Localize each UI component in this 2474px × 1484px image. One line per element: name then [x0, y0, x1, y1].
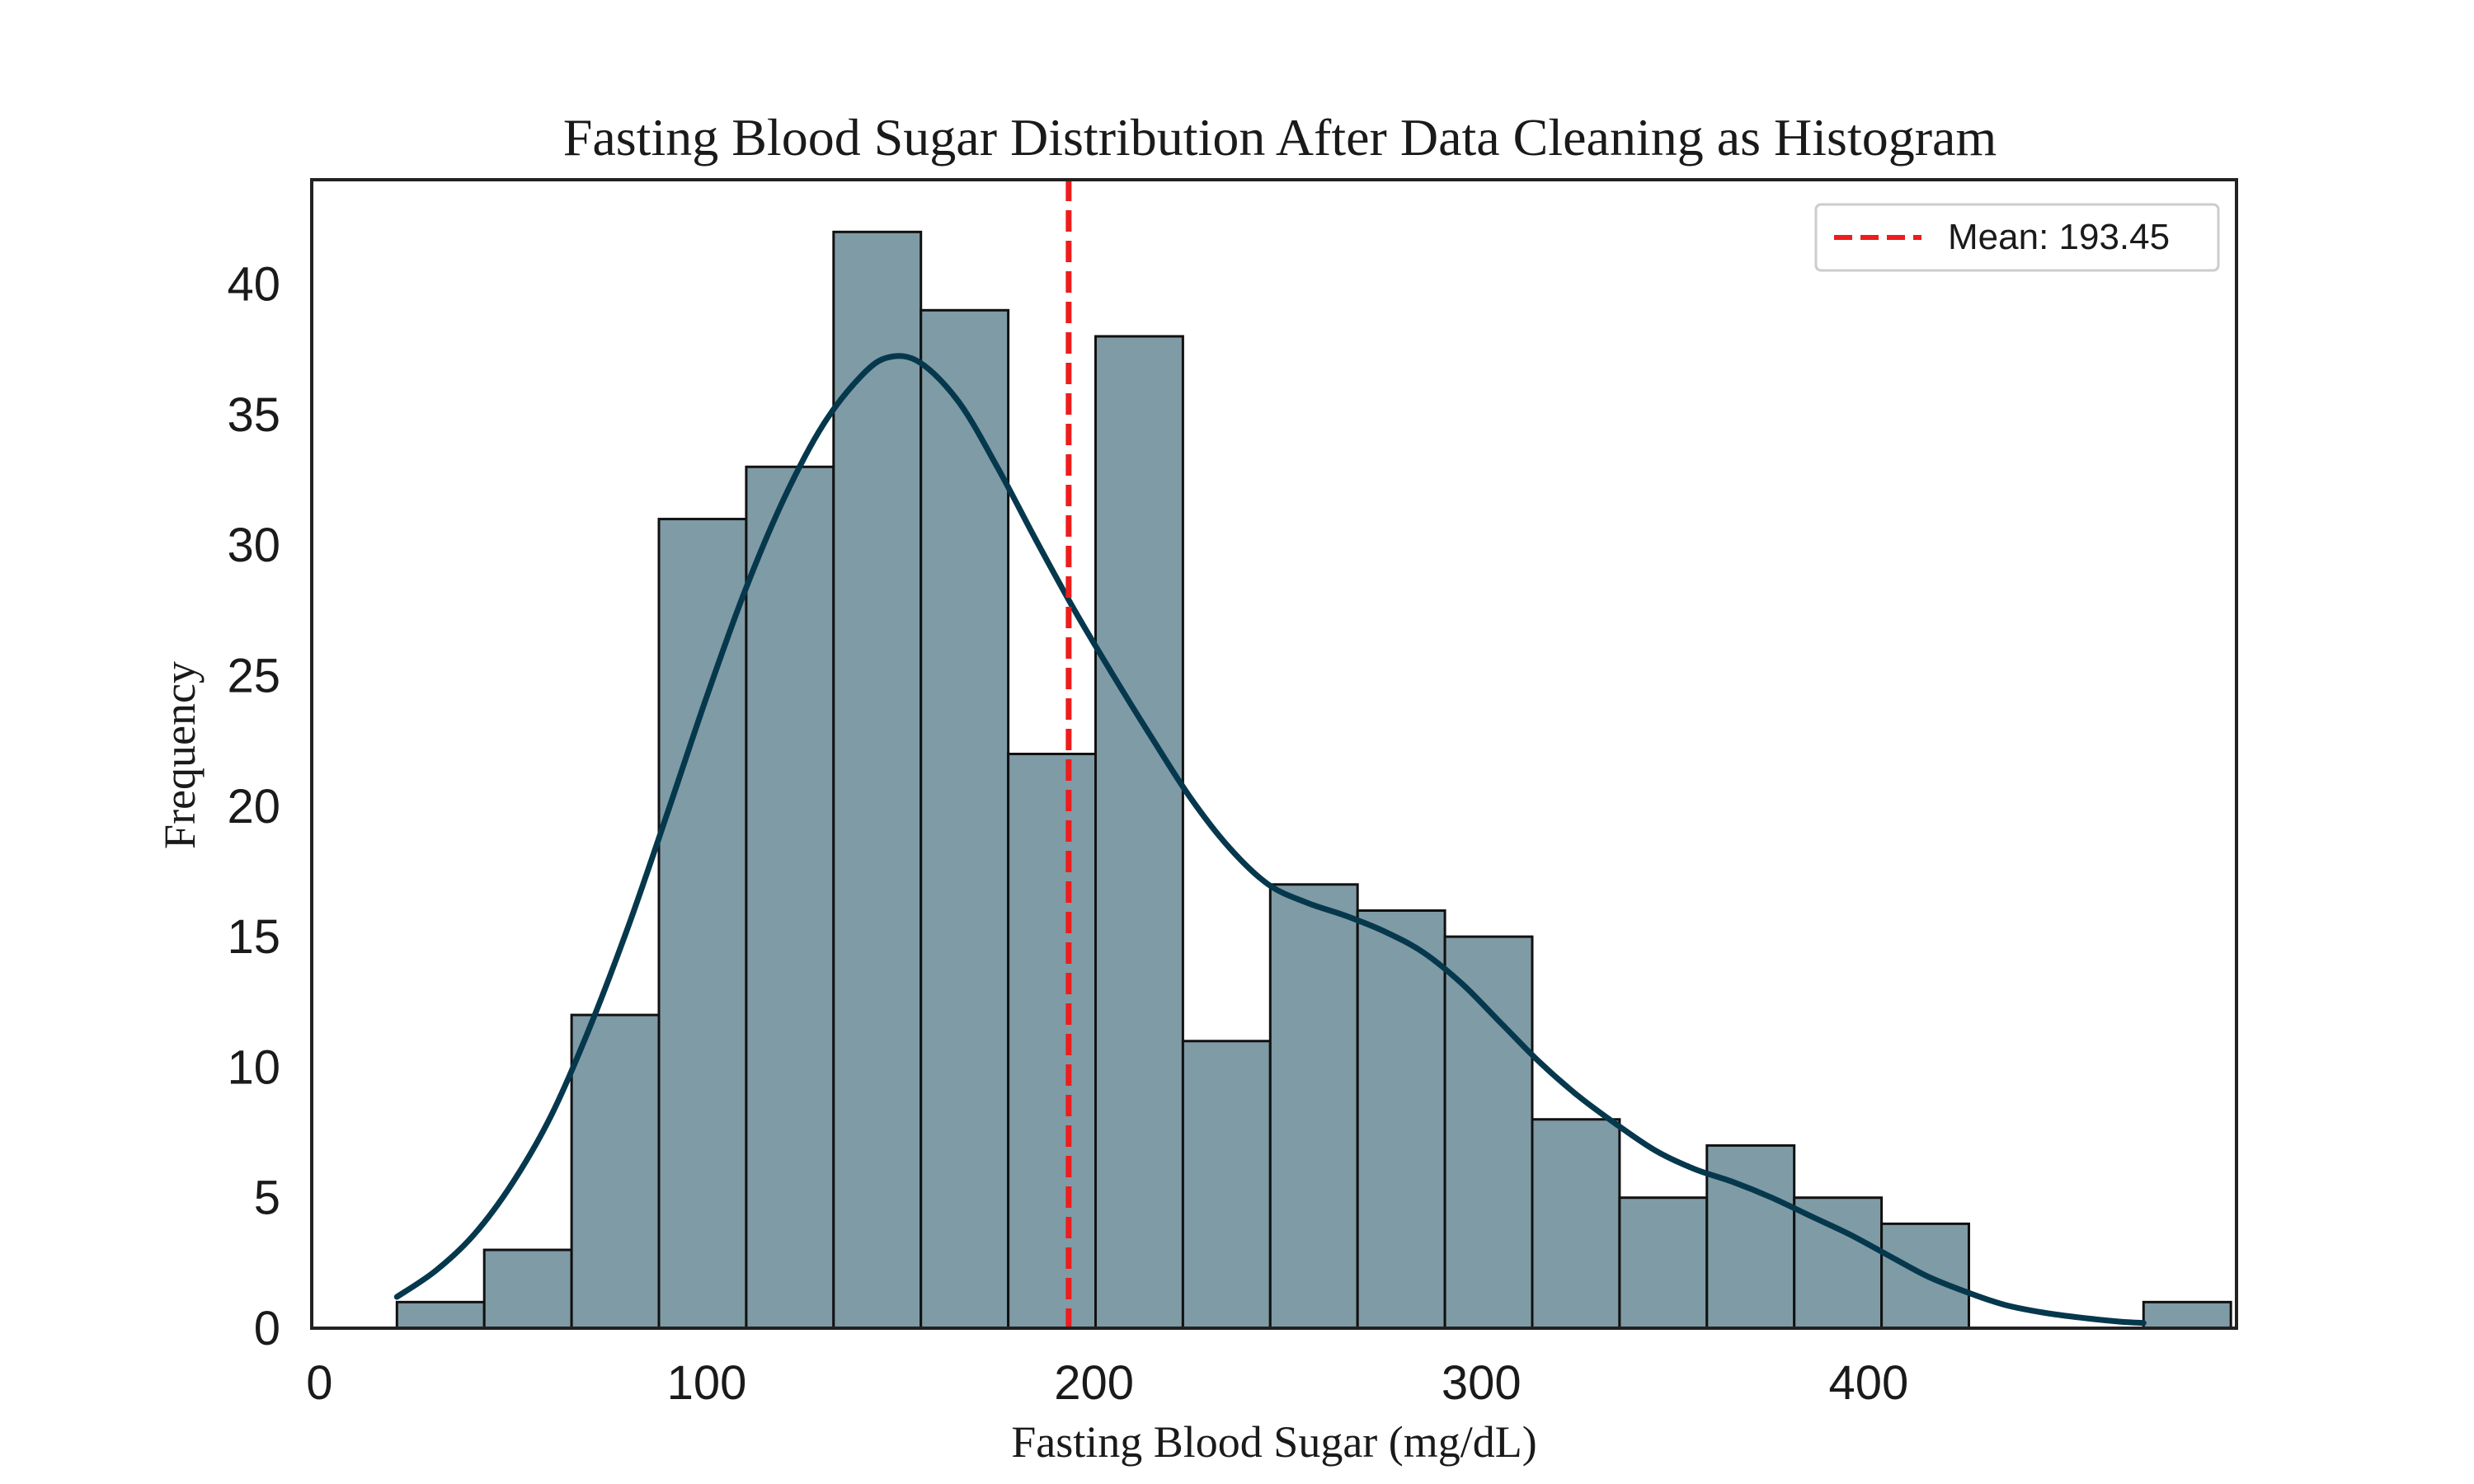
y-tick-label: 25 [227, 650, 280, 703]
y-tick-label: 0 [254, 1302, 280, 1355]
histogram-bar [1094, 335, 1184, 1330]
plot-frame [310, 178, 2238, 1330]
legend-box [1814, 203, 2220, 272]
x-tick-label: 400 [1828, 1356, 1908, 1410]
y-tick-label: 30 [227, 519, 280, 572]
histogram-bar [1007, 753, 1098, 1330]
histogram-bar [1356, 909, 1446, 1330]
y-tick-label: 40 [227, 258, 280, 312]
chart-title: Fasting Blood Sugar Distribution After D… [563, 108, 1997, 167]
x-axis-ticks: 0 100 200 300 400 [306, 1356, 1908, 1410]
histogram-bar [1181, 1040, 1272, 1330]
histogram-bar [1705, 1144, 1796, 1330]
histogram-bars [395, 230, 2232, 1330]
histogram-bar [570, 1013, 661, 1330]
legend: Mean: 193.45 [1814, 203, 2220, 272]
y-axis-label: Frequency [155, 661, 205, 849]
histogram-bar [1618, 1196, 1709, 1330]
histogram-bar [2142, 1300, 2232, 1330]
x-tick-label: 0 [306, 1356, 332, 1410]
y-tick-label: 15 [227, 910, 280, 964]
histogram-bar [1793, 1196, 1884, 1330]
histogram-bar [482, 1248, 573, 1330]
histogram-bar [745, 465, 835, 1330]
x-tick-label: 300 [1442, 1356, 1522, 1410]
histogram-bar [395, 1300, 486, 1330]
y-tick-label: 35 [227, 388, 280, 442]
kde-curve-group [393, 353, 2147, 1327]
x-axis-label: Fasting Blood Sugar (mg/dL) [1011, 1417, 1536, 1467]
y-axis-ticks: 0 5 10 15 20 25 30 35 40 [227, 258, 280, 1355]
histogram-bar [657, 518, 748, 1330]
x-tick-label: 100 [667, 1356, 747, 1410]
y-tick-label: 20 [227, 780, 280, 834]
histogram-bar [920, 308, 1010, 1330]
y-tick-label: 5 [254, 1172, 280, 1225]
kde-curve [393, 353, 2147, 1327]
legend-mean-label: Mean: 193.45 [1948, 217, 2170, 257]
histogram-bar [1531, 1118, 1621, 1330]
y-tick-label: 10 [227, 1040, 280, 1094]
histogram-bar [1268, 883, 1359, 1330]
histogram-bar [1443, 935, 1534, 1330]
x-tick-label: 200 [1054, 1356, 1134, 1410]
